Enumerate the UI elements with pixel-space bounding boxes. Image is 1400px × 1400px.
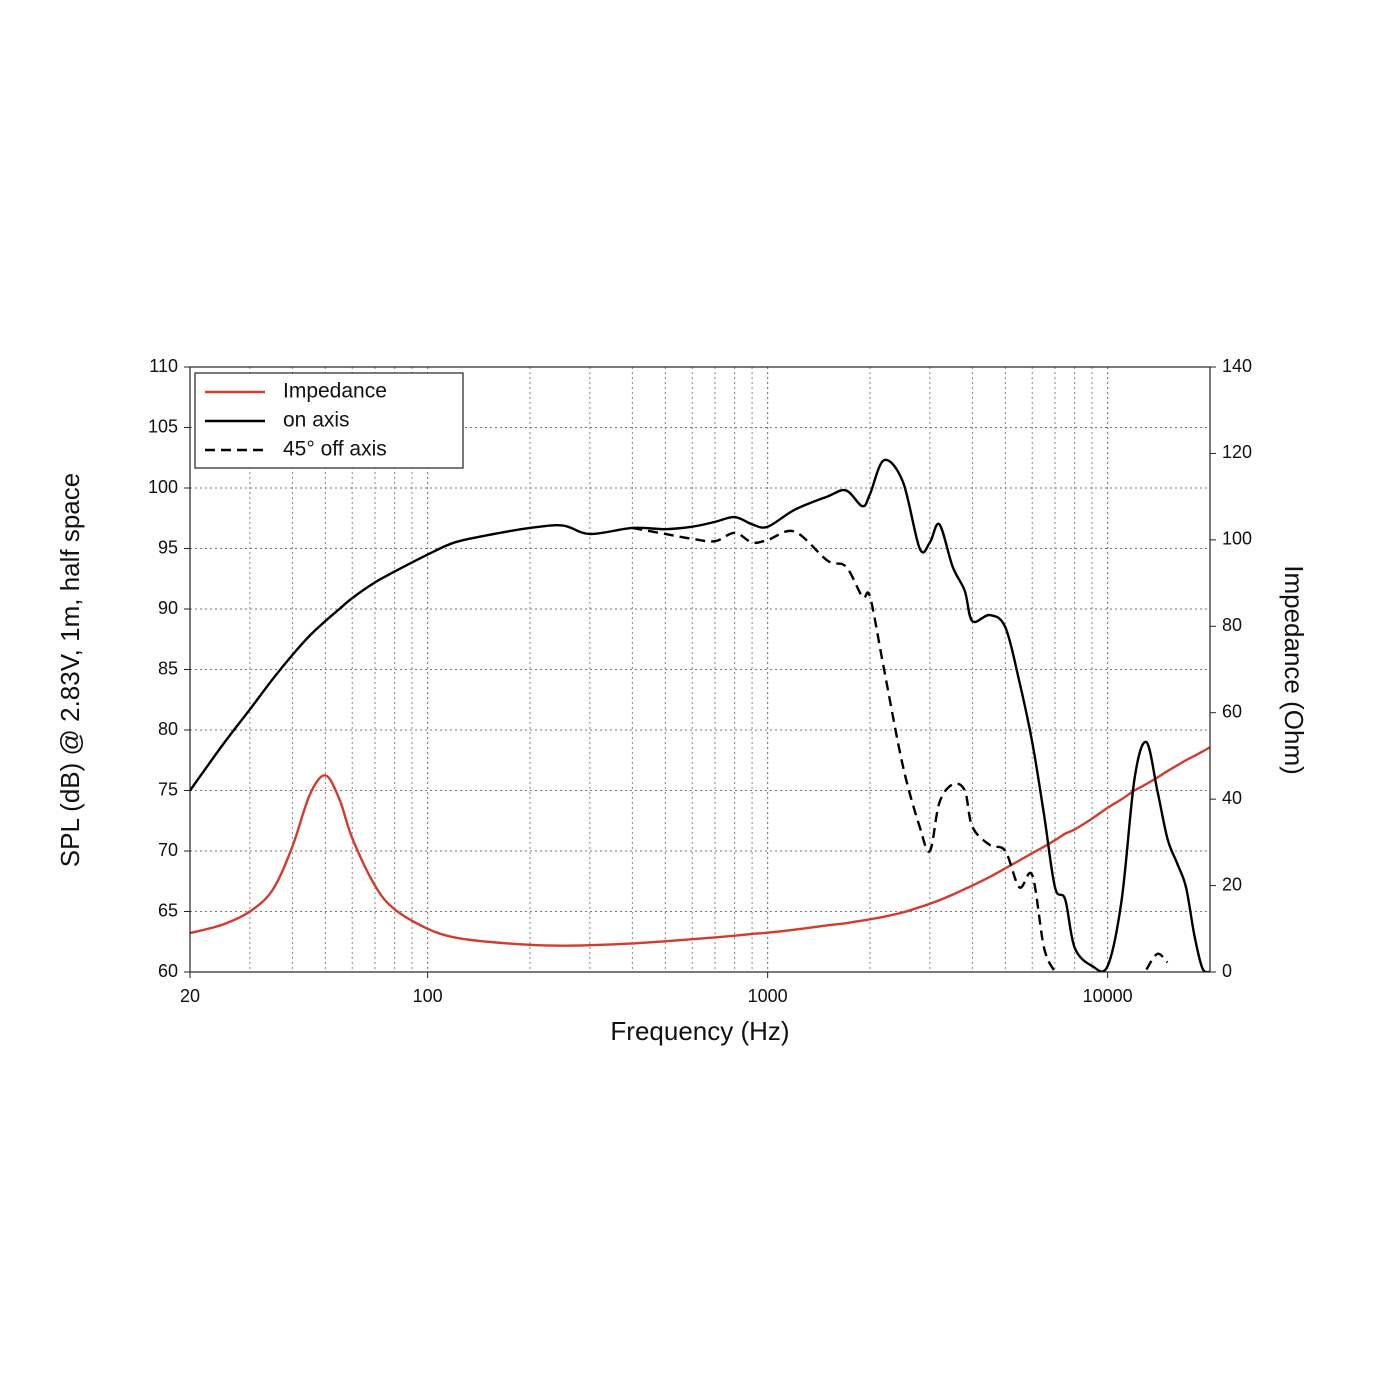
legend-label: Impedance xyxy=(283,380,387,403)
series-line xyxy=(190,746,1210,947)
plot-lines xyxy=(190,458,1210,972)
y2-tick-label: 60 xyxy=(1222,701,1242,721)
y-tick-label: 75 xyxy=(158,779,178,799)
series-line xyxy=(632,526,1169,972)
ticks: 20 100 1000 10000 60 65 70 75 80 85 90 95 100 105 110 0… xyxy=(148,356,1252,1006)
legend-label: on axis xyxy=(283,409,350,432)
legend-label: 45° off axis xyxy=(283,438,387,461)
y2-tick-label: 80 xyxy=(1222,615,1242,635)
x-tick-label: 100 xyxy=(413,986,443,1006)
y-tick-label: 100 xyxy=(148,477,178,497)
y-tick-label: 110 xyxy=(149,356,178,376)
x-tick-label: 10000 xyxy=(1083,986,1133,1006)
y2-tick-label: 0 xyxy=(1222,961,1232,981)
y-tick-label: 85 xyxy=(158,658,178,678)
y-tick-label: 80 xyxy=(158,719,178,739)
y-tick-label: 65 xyxy=(158,900,178,920)
y-axis-title: SPL (dB) @ 2.83V, 1m, half space xyxy=(55,473,85,867)
y2-tick-label: 100 xyxy=(1222,529,1252,549)
y2-tick-label: 140 xyxy=(1222,356,1252,376)
y2-tick-label: 40 xyxy=(1222,788,1242,808)
y-tick-label: 70 xyxy=(158,840,178,860)
y-tick-label: 95 xyxy=(158,537,178,557)
x-tick-label: 20 xyxy=(180,986,200,1006)
x-axis-title: Frequency (Hz) xyxy=(610,1016,789,1046)
x-tick-label: 1000 xyxy=(748,986,788,1006)
legend: Impedance on axis 45° off axis xyxy=(194,372,464,469)
y2-tick-label: 20 xyxy=(1222,874,1242,894)
series-line xyxy=(190,458,1210,972)
y2-tick-label: 120 xyxy=(1222,442,1252,462)
y-tick-label: 60 xyxy=(158,961,178,981)
y-tick-label: 90 xyxy=(158,598,178,618)
y-tick-label: 105 xyxy=(148,416,178,436)
y2-axis-title: Impedance (Ohm) xyxy=(1279,565,1309,775)
